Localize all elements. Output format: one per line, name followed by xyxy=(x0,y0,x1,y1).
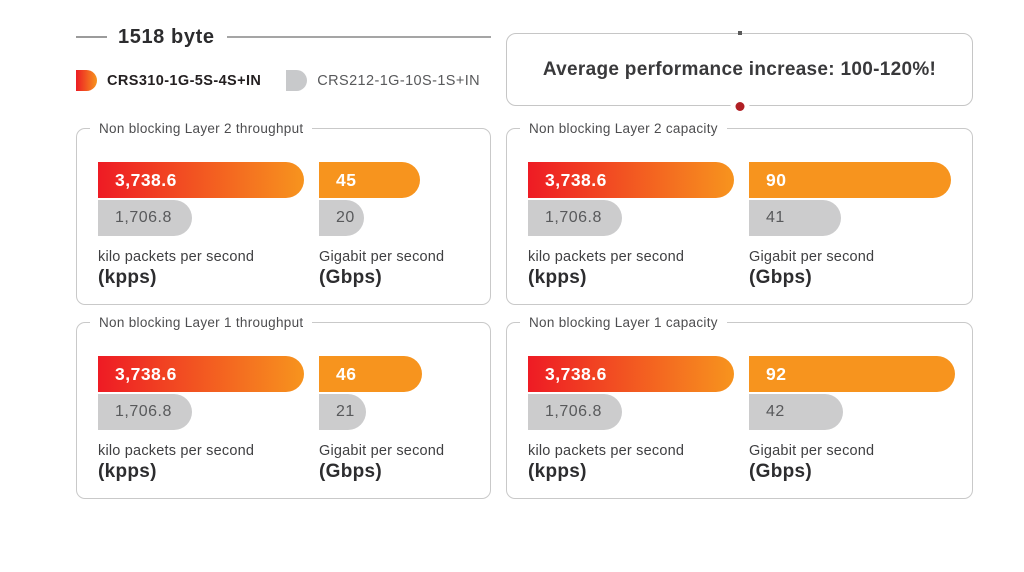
primary-bar-value: 3,738.6 xyxy=(545,363,607,384)
secondary-bar-value: 42 xyxy=(766,403,785,420)
unit-abbr-label: (kpps) xyxy=(528,461,587,482)
unit-name-label: Gigabit per second xyxy=(749,443,875,459)
secondary-gbps-bar: 21 xyxy=(319,394,366,430)
primary-bar-value: 92 xyxy=(766,363,787,384)
secondary-gbps-bar: 41 xyxy=(749,200,841,236)
secondary-gbps-bar: 20 xyxy=(319,200,364,236)
legend-swatch-primary-icon xyxy=(76,70,97,91)
panel-layer1-capacity: Non blocking Layer 1 capacity 3,738.6 1,… xyxy=(506,315,973,499)
banner-dot-icon xyxy=(735,102,744,111)
primary-kpps-bar: 3,738.6 xyxy=(98,356,304,392)
header-left: 1518 byte CRS310-1G-5S-4S+IN CRS212-1G-1… xyxy=(76,20,491,106)
unit-abbr-label: (Gbps) xyxy=(749,267,813,288)
primary-bar-value: 3,738.6 xyxy=(115,363,177,384)
gbps-bar-group: 90 41 Gigabit per second (Gbps) xyxy=(749,162,952,289)
page-title: 1518 byte xyxy=(118,25,215,48)
secondary-bar-value: 1,706.8 xyxy=(545,209,602,226)
performance-banner: Average performance increase: 100-120%! xyxy=(506,31,973,111)
secondary-bar-value: 1,706.8 xyxy=(115,209,172,226)
unit-name-label: kilo packets per second xyxy=(528,443,685,459)
primary-bar-value: 45 xyxy=(336,169,357,190)
legend-item-secondary: CRS212-1G-10S-1S+IN xyxy=(286,70,480,91)
secondary-bar-value: 20 xyxy=(336,209,355,226)
panel-title: Non blocking Layer 2 throughput xyxy=(90,121,313,136)
panel-layer2-capacity: Non blocking Layer 2 capacity 3,738.6 1,… xyxy=(506,121,973,305)
primary-gbps-bar: 45 xyxy=(319,162,420,198)
panel-layer1-throughput: Non blocking Layer 1 throughput 3,738.6 … xyxy=(76,315,491,499)
banner-tick-icon xyxy=(737,31,742,35)
kpps-bar-group: 3,738.6 1,706.8 kilo packets per second … xyxy=(528,356,749,483)
unit-abbr-label: (Gbps) xyxy=(749,461,813,482)
panel-title: Non blocking Layer 2 capacity xyxy=(520,121,727,136)
secondary-bar-value: 1,706.8 xyxy=(545,403,602,420)
panel-title: Non blocking Layer 1 throughput xyxy=(90,315,313,330)
unit-abbr-label: (kpps) xyxy=(528,267,587,288)
gbps-bar-group: 45 20 Gigabit per second (Gbps) xyxy=(319,162,470,289)
primary-kpps-bar: 3,738.6 xyxy=(528,356,734,392)
legend-swatch-secondary-icon xyxy=(286,70,308,91)
panels-grid: Non blocking Layer 2 throughput 3,738.6 … xyxy=(76,121,973,499)
title-row: 1518 byte xyxy=(76,25,491,49)
unit-name-label: kilo packets per second xyxy=(98,249,255,265)
legend-label-primary: CRS310-1G-5S-4S+IN xyxy=(107,72,262,89)
kpps-bar-group: 3,738.6 1,706.8 kilo packets per second … xyxy=(528,162,749,289)
primary-gbps-bar: 46 xyxy=(319,356,422,392)
primary-kpps-bar: 3,738.6 xyxy=(98,162,304,198)
secondary-bar-value: 41 xyxy=(766,209,785,226)
legend-label-secondary: CRS212-1G-10S-1S+IN xyxy=(317,72,481,89)
primary-bar-value: 46 xyxy=(336,363,357,384)
unit-abbr-label: (kpps) xyxy=(98,267,157,288)
secondary-bar-value: 1,706.8 xyxy=(115,403,172,420)
gbps-bar-group: 92 42 Gigabit per second (Gbps) xyxy=(749,356,955,483)
primary-bar-value: 3,738.6 xyxy=(115,169,177,190)
secondary-gbps-bar: 42 xyxy=(749,394,843,430)
kpps-bar-group: 3,738.6 1,706.8 kilo packets per second … xyxy=(98,162,319,289)
legend-item-primary: CRS310-1G-5S-4S+IN xyxy=(76,70,261,91)
primary-gbps-bar: 90 xyxy=(749,162,951,198)
series-legend: CRS310-1G-5S-4S+IN CRS212-1G-10S-1S+IN xyxy=(76,70,491,91)
unit-abbr-label: (kpps) xyxy=(98,461,157,482)
primary-bar-value: 90 xyxy=(766,169,787,190)
panel-layer2-throughput: Non blocking Layer 2 throughput 3,738.6 … xyxy=(76,121,491,305)
unit-abbr-label: (Gbps) xyxy=(319,267,383,288)
unit-name-label: Gigabit per second xyxy=(319,443,445,459)
secondary-kpps-bar: 1,706.8 xyxy=(98,394,192,430)
title-dash-right xyxy=(226,36,491,38)
unit-name-label: Gigabit per second xyxy=(749,249,875,265)
kpps-bar-group: 3,738.6 1,706.8 kilo packets per second … xyxy=(98,356,319,483)
banner-text: Average performance increase: 100-120%! xyxy=(542,58,937,80)
secondary-kpps-bar: 1,706.8 xyxy=(528,200,622,236)
unit-name-label: kilo packets per second xyxy=(98,443,255,459)
panel-title: Non blocking Layer 1 capacity xyxy=(520,315,727,330)
primary-bar-value: 3,738.6 xyxy=(545,169,607,190)
unit-name-label: kilo packets per second xyxy=(528,249,685,265)
header-section: 1518 byte CRS310-1G-5S-4S+IN CRS212-1G-1… xyxy=(76,20,973,111)
unit-abbr-label: (Gbps) xyxy=(319,461,383,482)
gbps-bar-group: 46 21 Gigabit per second (Gbps) xyxy=(319,356,470,483)
primary-gbps-bar: 92 xyxy=(749,356,955,392)
secondary-bar-value: 21 xyxy=(336,403,355,420)
secondary-kpps-bar: 1,706.8 xyxy=(528,394,622,430)
primary-kpps-bar: 3,738.6 xyxy=(528,162,734,198)
unit-name-label: Gigabit per second xyxy=(319,249,445,265)
secondary-kpps-bar: 1,706.8 xyxy=(98,200,192,236)
title-dash-left xyxy=(76,36,107,38)
